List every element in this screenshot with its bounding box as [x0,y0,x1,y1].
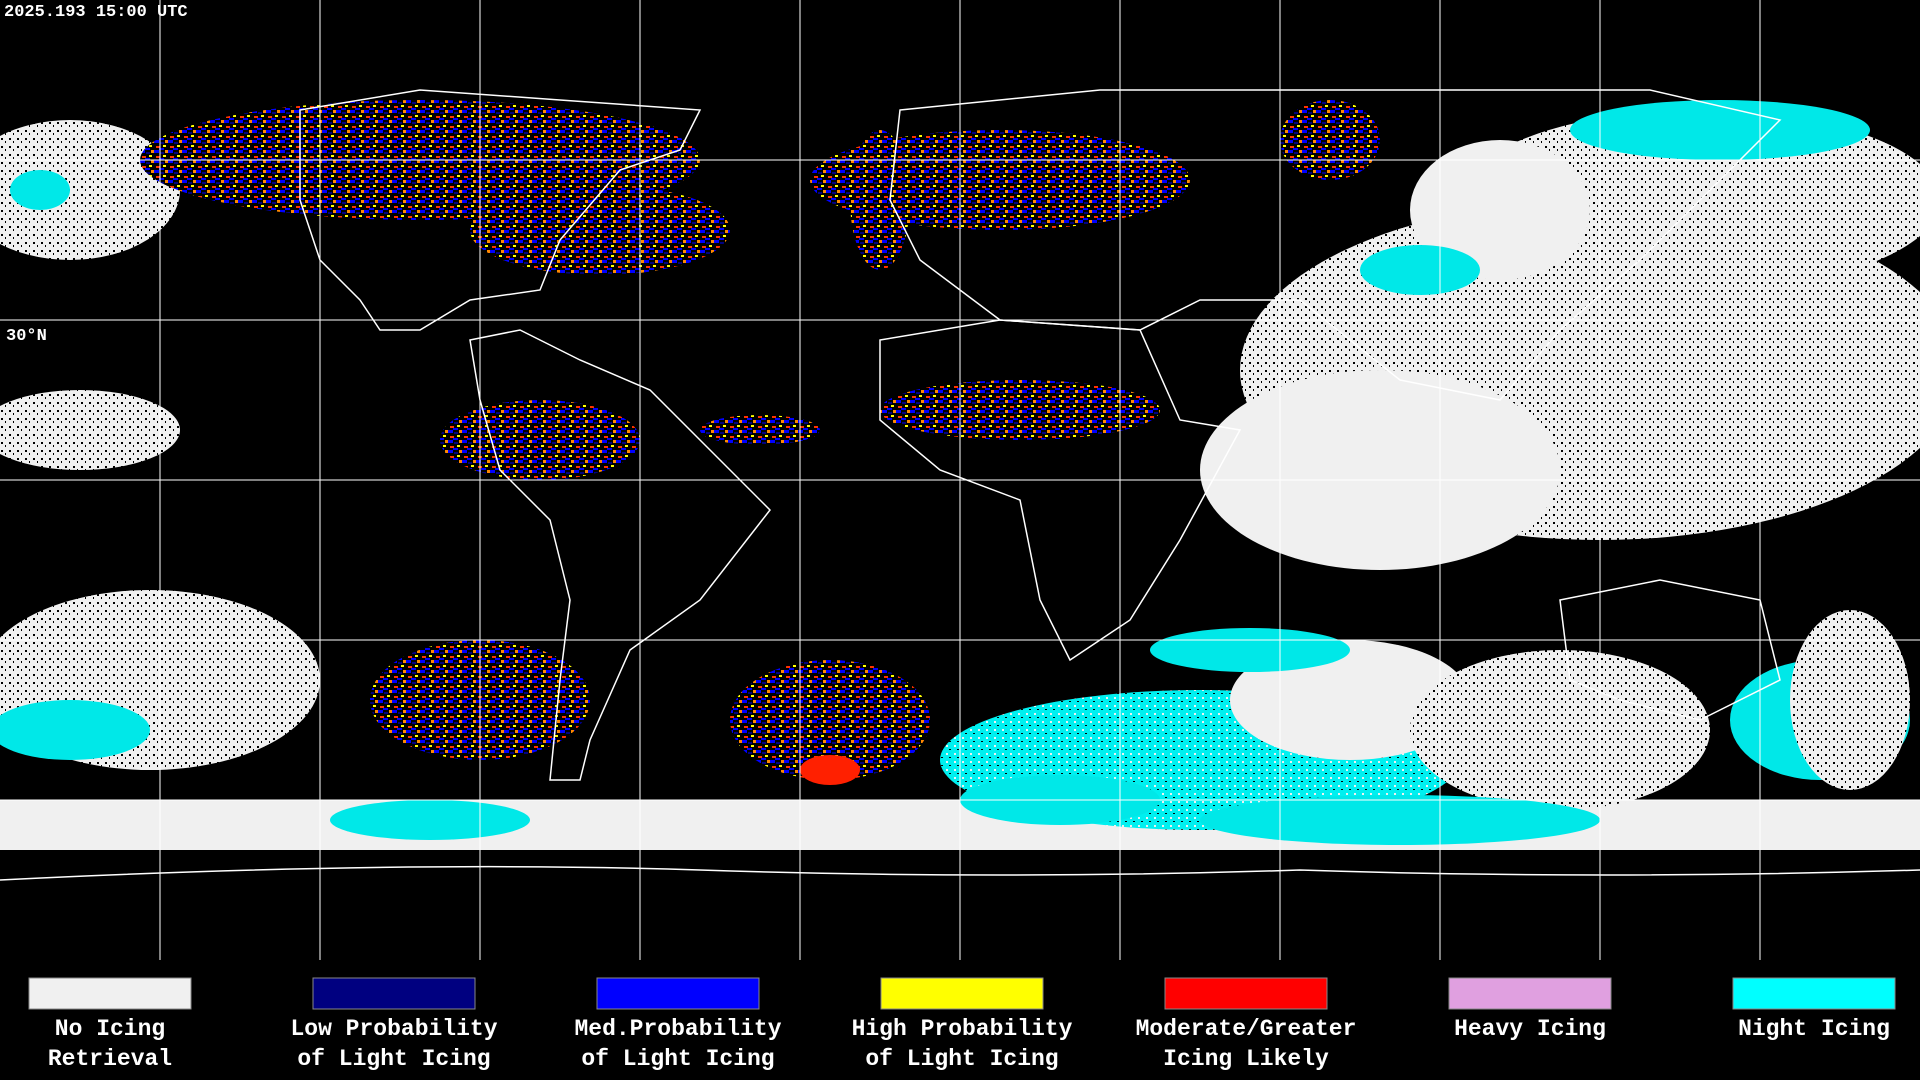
legend-label: Icing Likely [1163,1046,1329,1072]
legend-label: of Light Icing [297,1046,490,1072]
legend-swatch [596,977,760,1010]
legend-label: Low Probability [290,1016,497,1042]
legend-label: High Probability [852,1016,1073,1042]
legend-label: No Icing [55,1016,165,1042]
legend-label: Moderate/Greater [1136,1016,1357,1042]
legend-label: Med.Probability [574,1016,781,1042]
legend-swatch [1164,977,1328,1010]
legend-label: of Light Icing [581,1046,774,1072]
latitude-label: 30°N [6,327,47,346]
legend: No Icing Retrieval Low Probability of Light… [28,977,1896,1072]
timestamp: 2025.193 15:00 UTC [4,3,188,22]
legend-label: Heavy Icing [1454,1016,1606,1042]
graticule [0,0,1920,960]
legend-label: of Light Icing [865,1046,1058,1072]
legend-swatch [1732,977,1896,1010]
coastlines [0,89,1920,881]
legend-swatch [28,977,192,1010]
legend-swatch [312,977,476,1010]
legend-swatch [880,977,1044,1010]
legend-swatch [1448,977,1612,1010]
legend-label: Night Icing [1738,1016,1890,1042]
legend-label: Retrieval [48,1046,172,1072]
